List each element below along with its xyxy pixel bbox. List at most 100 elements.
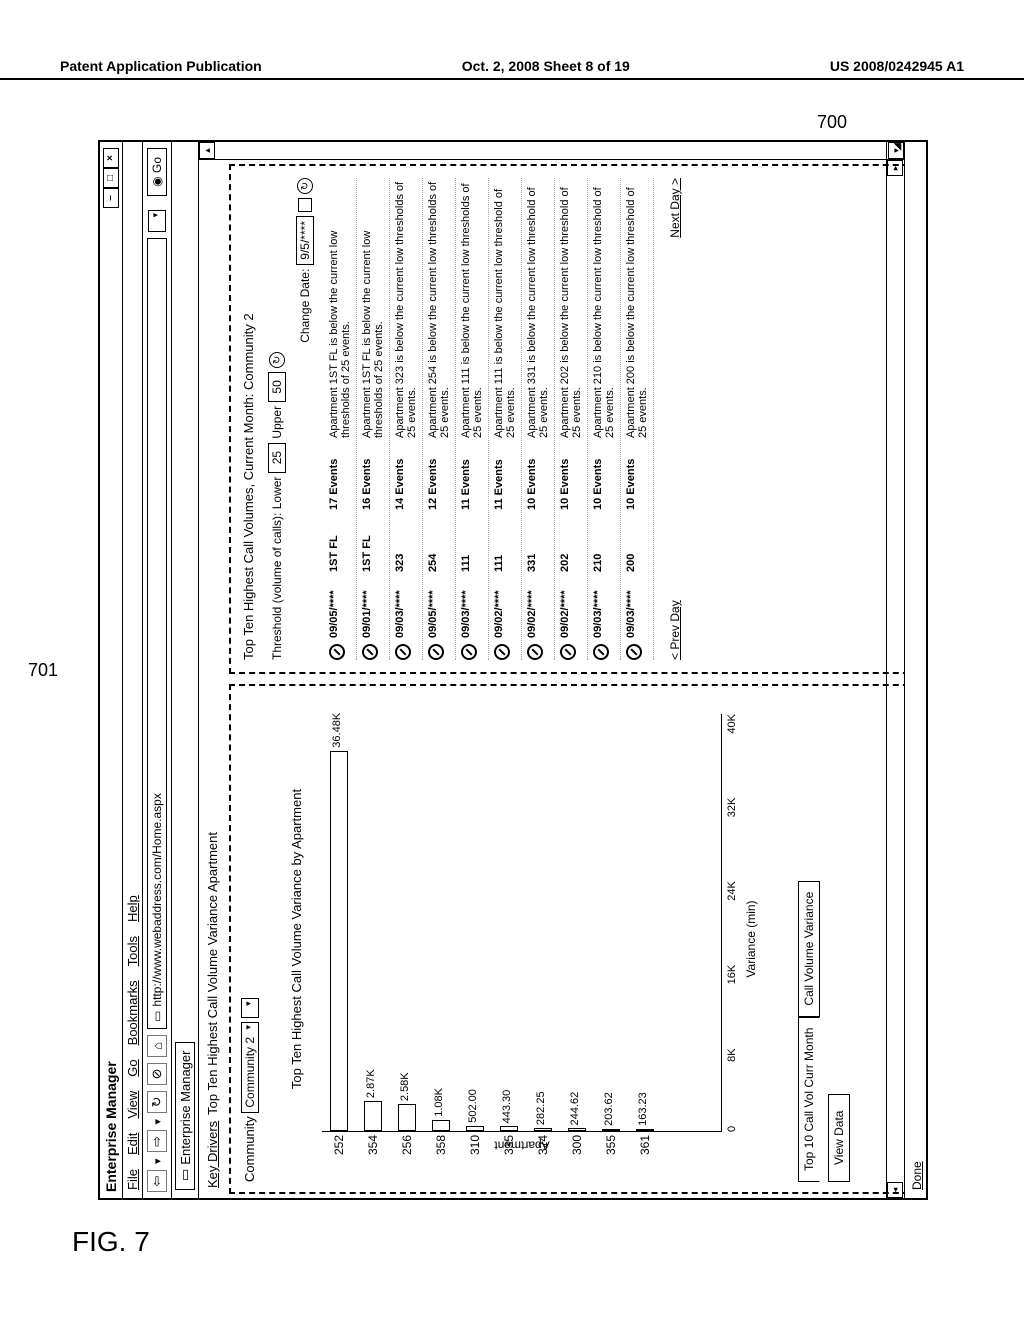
maximize-button[interactable]: □	[103, 168, 119, 188]
pub-right: US 2008/0242945 A1	[830, 58, 964, 74]
menu-help[interactable]: Help	[125, 895, 140, 922]
resize-grip-icon[interactable]: ◢	[886, 142, 904, 160]
date-refresh-icon[interactable]: ↻	[297, 178, 313, 194]
threshold-lower-input[interactable]: 25	[268, 443, 286, 473]
menu-view[interactable]: View	[125, 1091, 140, 1119]
event-apartment: 331	[526, 516, 538, 572]
menu-bookmarks[interactable]: Bookmarks	[125, 980, 140, 1045]
change-date-input[interactable]: 9/5/****	[296, 216, 314, 265]
bar-value-label: 502.00	[467, 1089, 479, 1123]
close-button[interactable]: ×	[103, 148, 119, 168]
home-icon[interactable]: ⌂	[147, 1035, 167, 1057]
minimize-button[interactable]: –	[103, 188, 119, 208]
event-apartment: 202	[559, 516, 571, 572]
x-tick: 24K	[726, 881, 738, 901]
change-date-label: Change Date:	[298, 269, 312, 343]
bar-row: 2562.58K	[390, 714, 424, 1131]
view-data-button[interactable]: View Data	[828, 1094, 850, 1182]
url-history-dropdown[interactable]	[148, 210, 166, 232]
back-icon[interactable]: ⇦	[147, 1170, 167, 1192]
event-date: 09/05/****	[328, 578, 340, 638]
vertical-scrollbar[interactable]: ▴ ▾	[199, 142, 904, 160]
go-label: Go	[150, 157, 164, 173]
event-row: 09/02/****33110 EventsApartment 331 is b…	[522, 178, 555, 660]
tab-variance[interactable]: Call Volume Variance	[798, 881, 820, 1017]
event-apartment: 210	[592, 516, 604, 572]
status-bar: Done	[904, 142, 926, 1198]
dropdown-icon[interactable]: ▾	[150, 1158, 163, 1164]
event-message: Apartment 202 is below the current low t…	[559, 178, 583, 438]
bar-value-label: 244.62	[569, 1092, 581, 1126]
dropdown-icon[interactable]: ▾	[150, 1119, 163, 1125]
browser-tab[interactable]: ▭ Enterprise Manager	[175, 1042, 195, 1190]
menu-go[interactable]: Go	[125, 1059, 140, 1076]
scroll-right-icon[interactable]: ▸	[887, 160, 903, 176]
horizontal-scrollbar[interactable]: ◂ ▸	[886, 160, 904, 1198]
event-date: 09/05/****	[427, 578, 439, 638]
event-apartment: 111	[460, 516, 472, 572]
x-axis-label: Variance (min)	[744, 696, 758, 1182]
bar: 244.62	[568, 1128, 586, 1131]
bar-category: 256	[400, 1135, 414, 1169]
tab-call-vol[interactable]: Top 10 Call Vol Curr Month	[798, 1017, 820, 1182]
bar-row: 310502.00	[458, 714, 492, 1131]
address-bar[interactable]: ▭ http://www.webaddress.com/Home.aspx	[147, 238, 167, 1029]
key-drivers-label[interactable]: Key Drivers	[205, 1121, 220, 1188]
key-drivers-row: Key Drivers Top Ten Highest Call Volume …	[205, 152, 220, 1188]
chart-title: Top Ten Highest Call Volume Variance by …	[289, 696, 304, 1182]
scroll-up-icon[interactable]: ▴	[199, 142, 215, 159]
event-date: 09/02/****	[493, 578, 505, 638]
bar: 1.08K	[432, 1120, 450, 1131]
prev-day-link[interactable]: < Prev Day	[668, 600, 682, 660]
event-apartment: 1ST FL	[361, 516, 373, 572]
menu-edit[interactable]: Edit	[125, 1133, 140, 1155]
event-message: Apartment 210 is below the current low t…	[592, 178, 616, 438]
event-date: 09/02/****	[559, 578, 571, 638]
threshold-refresh-icon[interactable]: ↻	[269, 352, 285, 368]
bar-value-label: 1.08K	[433, 1088, 445, 1117]
reload-icon[interactable]: ↻	[147, 1091, 167, 1113]
community-extra-select[interactable]	[241, 998, 259, 1018]
bar-row: 25236.48K	[322, 714, 356, 1131]
event-row: 09/02/**** 202 10 Events Apartment 202 is b…	[555, 178, 588, 660]
prohibit-icon	[362, 644, 378, 660]
event-message: Apartment 1ST FL is below the current lo…	[328, 178, 352, 438]
event-date: 09/03/****	[394, 578, 406, 638]
go-button[interactable]: ◉ Go	[147, 148, 167, 196]
menu-tools[interactable]: Tools	[125, 936, 140, 966]
bar-chart: Apartment 25236.48K3542.87K2562.58K3581.…	[322, 714, 722, 1132]
next-day-link[interactable]: Next Day >	[668, 178, 682, 238]
community-label: Community	[242, 1116, 257, 1182]
window-title: Enterprise Manager	[103, 1061, 119, 1192]
bar-row: 355203.62	[594, 714, 628, 1131]
bars-host: 25236.48K3542.87K2562.58K3581.08K310502.…	[322, 714, 662, 1131]
threshold-upper-input[interactable]: 50	[268, 372, 286, 402]
scroll-left-icon[interactable]: ◂	[887, 1182, 903, 1198]
bar-category: 355	[604, 1135, 618, 1169]
event-count: 10 Events	[625, 444, 637, 510]
event-apartment: 1ST FL	[328, 516, 340, 572]
event-apartment: 200	[625, 516, 637, 572]
forward-icon[interactable]: ⇨	[147, 1130, 167, 1152]
window-controls: – □ ×	[103, 148, 119, 208]
figure-stage: 700 701 703 Enterprise Manager – □ × Fil…	[60, 120, 965, 1220]
event-date: 09/02/****	[526, 578, 538, 638]
bar: 282.25	[534, 1128, 552, 1131]
event-row: 09/02/****11111 EventsApartment 111 is b…	[489, 178, 522, 660]
prohibit-icon	[395, 644, 411, 660]
bar-value-label: 36.48K	[331, 713, 343, 748]
event-message: Apartment 111 is below the current low t…	[493, 178, 517, 438]
prohibit-icon	[593, 644, 609, 660]
event-row: 09/03/****32314 EventsApartment 323 is b…	[390, 178, 423, 660]
calendar-icon[interactable]	[298, 198, 312, 212]
event-row: 09/01/****1ST FL16 EventsApartment 1ST F…	[357, 178, 390, 660]
event-count: 10 Events	[559, 444, 571, 510]
prohibit-icon	[461, 644, 477, 660]
bar-row: 361163.23	[628, 714, 662, 1131]
stop-icon[interactable]: ⊘	[147, 1063, 167, 1085]
menu-file[interactable]: File	[125, 1169, 140, 1190]
bar-value-label: 203.62	[603, 1092, 615, 1126]
prohibit-icon	[329, 644, 345, 660]
browser-window: Enterprise Manager – □ × File Edit View …	[98, 140, 928, 1200]
community-select[interactable]: Community 2	[241, 1022, 259, 1113]
